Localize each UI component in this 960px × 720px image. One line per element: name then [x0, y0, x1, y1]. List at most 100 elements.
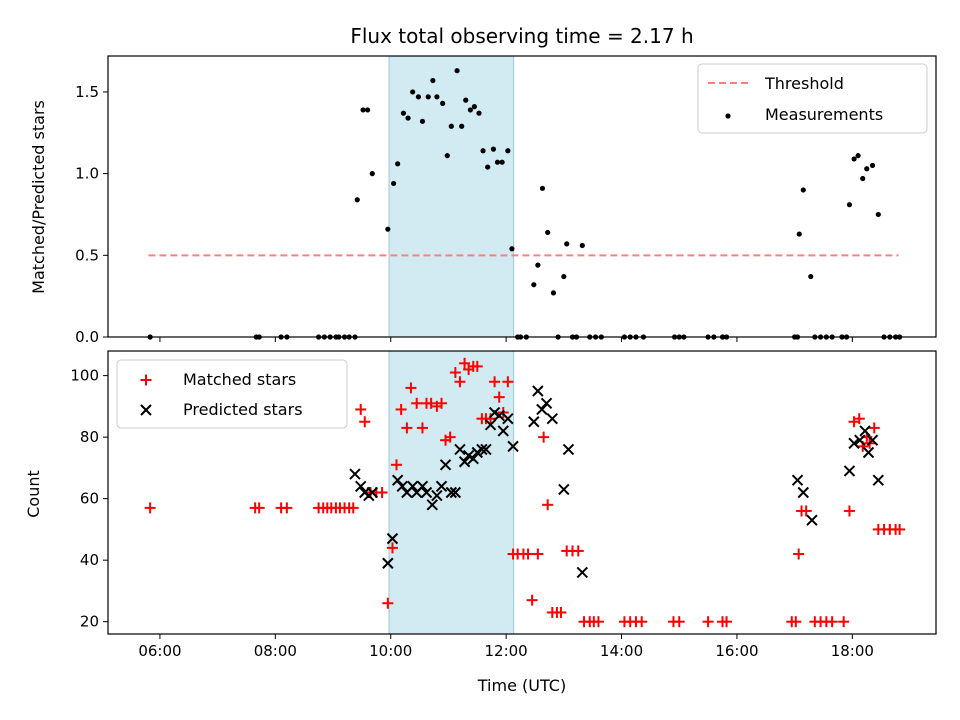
cross-b [454, 443, 466, 456]
measurement-point [395, 161, 401, 167]
cross-b [502, 412, 514, 425]
bottom-y-tick-label: 100 [70, 367, 99, 385]
bottom-y-tick-label: 60 [80, 490, 99, 508]
x-tick-label: 06:00 [138, 642, 181, 660]
cross-b [558, 483, 570, 496]
predicted-star-point [562, 443, 575, 456]
measurement-point [545, 229, 551, 236]
predicted-star-point [467, 452, 479, 465]
measurement-point [531, 282, 537, 288]
predicted-star-point [435, 480, 448, 493]
predicted-star-point [454, 443, 466, 456]
bottom-y-axis-label: Count [24, 470, 43, 518]
measurement-point [539, 185, 546, 191]
matched-star-point [436, 397, 448, 409]
cross-b [848, 437, 860, 449]
measurement-point [860, 175, 866, 182]
measurement-point [405, 115, 411, 121]
measurement-point [454, 68, 460, 74]
cross-b [355, 480, 367, 493]
predicted-star-point [449, 486, 462, 499]
predicted-star-point [848, 437, 860, 449]
measurement-point [385, 226, 391, 232]
measurement-point [476, 110, 482, 116]
cross-b [562, 443, 575, 456]
cross-b [532, 385, 544, 397]
matched-star-point [355, 403, 367, 415]
legend-threshold-label: Threshold [764, 74, 844, 93]
cross-b [862, 446, 875, 459]
cross-b [435, 480, 448, 493]
measurement-point [808, 273, 814, 280]
measurement-point [369, 171, 375, 177]
measurement-point [564, 241, 570, 247]
predicted-star-point [536, 403, 548, 416]
measurement-point [365, 107, 371, 113]
cross-b [445, 486, 458, 499]
cross-b [382, 557, 394, 569]
matched-star-point [868, 422, 880, 434]
cross-b [349, 468, 361, 480]
measurement-point [535, 262, 541, 268]
bottom-y-tick-label: 40 [80, 551, 99, 569]
bottom-axes-frame [107, 350, 937, 635]
predicted-star-point [791, 474, 804, 486]
top-axes-frame [107, 55, 937, 338]
matched-star-point [281, 502, 293, 514]
top-y-tick-label: 0.0 [75, 328, 99, 346]
measurement-point [579, 242, 585, 249]
matched-star-point [471, 360, 483, 372]
matched-star-point [721, 616, 733, 628]
matched-star-point [542, 499, 554, 511]
cross-b [536, 403, 548, 416]
cross-b [791, 474, 804, 486]
matched-star-point [522, 548, 534, 560]
top-shaded-span [388, 55, 515, 338]
matched-star-point [838, 616, 850, 628]
cross-b [576, 566, 589, 579]
cross-b [843, 465, 856, 477]
matched-star-point [405, 382, 417, 394]
x-tick-label: 18:00 [831, 642, 874, 660]
matched-star-point [843, 505, 855, 517]
predicted-star-point [480, 443, 492, 456]
x-tick-label: 08:00 [254, 642, 297, 660]
predicted-star-point [484, 419, 497, 431]
top-panel: 0.0 0.5 1.0 1.5 Threshold Measurements [75, 55, 937, 346]
predicted-star-point [382, 557, 394, 569]
cross-b [540, 397, 553, 410]
matched-star-point [459, 357, 471, 369]
cross-b [476, 443, 488, 456]
matched-star-point [493, 391, 505, 403]
cross-b [493, 409, 505, 422]
measurement-point [485, 164, 491, 170]
measurement-point [410, 89, 416, 95]
matched-star-point [894, 523, 906, 535]
measurement-point [800, 187, 806, 193]
matched-star-point [592, 616, 604, 628]
matched-star-point [411, 397, 423, 409]
bottom-legend: Matched stars Predicted stars [116, 359, 348, 429]
predicted-star-point [854, 434, 866, 446]
predicted-star-point [426, 499, 438, 511]
matched-star-point [449, 367, 461, 379]
top-y-tick-label: 1.0 [75, 165, 99, 183]
legend-matched-swatch [140, 374, 152, 386]
predicted-star-point [458, 456, 471, 468]
predicted-star-point [532, 385, 544, 397]
measurement-point [391, 180, 397, 187]
matched-star-point [853, 413, 865, 425]
top-y-axis-label: Matched/Predicted stars [29, 100, 48, 294]
predicted-star-point [493, 409, 505, 422]
x-tick-label: 14:00 [600, 642, 643, 660]
matched-star-point [555, 606, 567, 618]
cross-b [406, 480, 419, 493]
measurement-point [434, 94, 440, 100]
legend-measurements-label: Measurements [765, 105, 883, 124]
cross-b [859, 425, 871, 437]
measurement-point [846, 202, 853, 208]
measurement-point [400, 110, 407, 116]
bottom-panel: 20 40 60 80 100 06:00 08:00 10:00 12:00 14:00 16:0… [70, 350, 937, 660]
predicted-star-point [797, 486, 809, 499]
cross-b [480, 443, 492, 456]
